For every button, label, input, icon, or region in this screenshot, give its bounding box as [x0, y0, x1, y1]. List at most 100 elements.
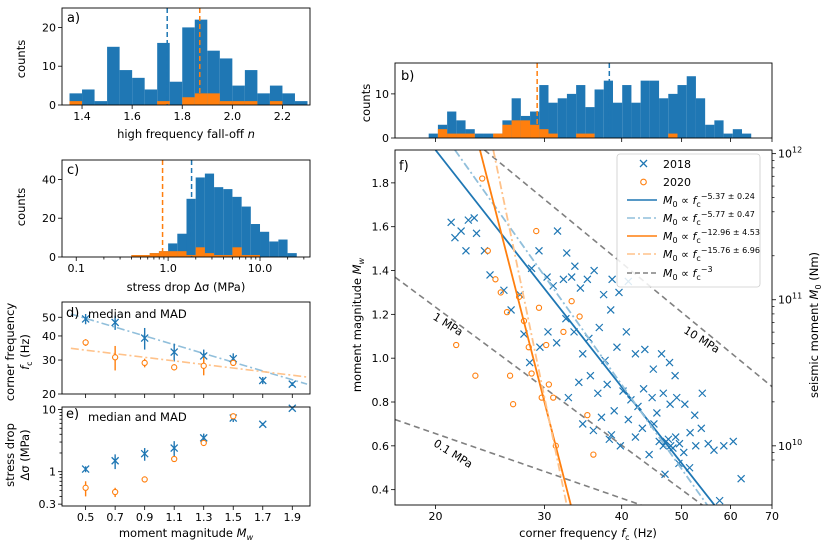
point-2020-8	[509, 401, 517, 408]
bar-2020-13	[232, 101, 245, 105]
bar-2018-13	[232, 85, 245, 105]
xtick-a-2.2-label: 2.2	[274, 110, 292, 123]
ylabel-b: counts	[359, 84, 373, 122]
point-2020-18	[550, 394, 557, 401]
bar-2018-26	[668, 93, 678, 138]
xlabel-f: corner frequency fc (Hz)	[519, 526, 657, 542]
point-2018-94	[578, 419, 587, 428]
point-2018-2	[140, 449, 149, 458]
point-2018-90	[715, 496, 724, 505]
axes-f	[394, 149, 773, 506]
point-2018-5	[470, 214, 479, 222]
bar-2018-11	[232, 196, 242, 257]
xtick-e-1.3-label: 1.3	[195, 511, 213, 524]
point-2020-17	[545, 381, 553, 388]
ref-line-0	[395, 418, 642, 505]
point-2020-2	[141, 476, 148, 483]
point-2020-22	[576, 313, 583, 320]
axes-b	[394, 62, 773, 139]
point-2020-3	[171, 455, 178, 463]
point-2018-69	[631, 433, 640, 441]
ytick-right-f-10-label: 1010	[778, 438, 802, 453]
bar-2018-9	[214, 187, 224, 257]
legend-entry-fit-2020: M0 ∝ fc−12.96 ± 4.53	[627, 228, 760, 245]
bar-2020-9	[214, 255, 224, 257]
xlabel-c: stress drop Δσ (MPa)	[127, 280, 246, 294]
bar-2020-14	[244, 101, 258, 105]
bar-2018-5	[177, 233, 187, 257]
bar-2018-6	[144, 89, 158, 105]
point-2020-21	[568, 298, 575, 305]
bar-2018-30	[705, 124, 715, 138]
point-2020-1	[111, 354, 119, 361]
bar-2020-2	[447, 133, 457, 138]
bar-2018-13	[548, 102, 558, 138]
ref-line-2	[483, 150, 772, 388]
bar-2020-12	[219, 101, 233, 105]
ytick-c-0-label: 0	[49, 251, 56, 264]
svg-text:corner frequency: corner frequency	[3, 303, 17, 402]
point-2018-22	[583, 275, 592, 284]
point-2018-33	[561, 314, 570, 323]
xtick-f-30-label: 30	[537, 510, 551, 523]
bar-2018-9	[182, 27, 195, 105]
bar-2018-21	[622, 85, 632, 138]
point-2018-44	[649, 365, 658, 374]
point-2018-17	[559, 275, 568, 284]
point-2018-41	[622, 327, 631, 336]
xtick-f-60-label: 60	[724, 510, 738, 523]
point-2018-95	[589, 426, 598, 435]
point-2018-85	[704, 439, 713, 448]
panel-label-e: e)	[66, 407, 79, 422]
point-2018-83	[691, 441, 700, 450]
ytick-d-20-label: 20	[42, 388, 56, 401]
point-2018-67	[616, 441, 625, 450]
bar-2020-16	[269, 101, 283, 105]
point-2018-89	[737, 474, 746, 483]
svg-text:M0 ∝ fc−3: M0 ∝ fc−3	[663, 265, 713, 282]
point-2020-1	[111, 488, 119, 496]
point-2018-79	[671, 433, 680, 441]
bar-2018-29	[695, 98, 706, 138]
point-2020-0	[82, 339, 89, 346]
ylabel-right-f: seismic moment M0 (Nm)	[807, 252, 823, 398]
bar-2018-5	[132, 77, 145, 105]
ytick-e-0.3-label: 0.3	[39, 498, 57, 511]
ytick-right-f-12-label: 1012	[778, 146, 802, 161]
bar-2018-12	[539, 85, 549, 138]
point-2020-2	[141, 359, 148, 367]
legend-entry-2020: 2020	[640, 176, 691, 189]
point-2020-5	[230, 413, 237, 420]
bar-2018-13	[250, 224, 261, 257]
bar-2018-25	[659, 98, 669, 138]
bar-2020-4	[168, 251, 178, 257]
xtick-f-20-label: 20	[429, 510, 443, 523]
ytick-f-1.6-label: 1.6	[372, 221, 390, 234]
point-2018-4	[199, 433, 208, 442]
xtick-f-70-label: 70	[765, 510, 779, 523]
bar-2018-15	[566, 93, 577, 138]
point-2018-10	[507, 306, 516, 314]
xtick-e-1.7-label: 1.7	[254, 511, 272, 524]
point-2018-57	[639, 384, 648, 393]
point-2018-20	[570, 262, 579, 271]
bar-2018-2	[447, 111, 457, 138]
point-2018-91	[661, 470, 669, 479]
bar-2020-9	[511, 120, 521, 138]
bar-2020-2	[149, 253, 159, 257]
point-2018-63	[680, 400, 689, 409]
point-2018-39	[606, 306, 615, 314]
point-2018-40	[613, 343, 621, 352]
ytick-a-20-label: 20	[42, 21, 56, 34]
bar-2018-34	[742, 133, 752, 138]
ytick-b-10-label: 10	[375, 88, 389, 101]
bar-2018-9	[511, 98, 521, 138]
xtick-a-1.8-label: 1.8	[173, 110, 191, 123]
bar-2018-4	[119, 70, 133, 105]
xtick-a-2.0-label: 2.0	[224, 110, 242, 123]
point-2020-2	[479, 175, 486, 182]
point-2020-3	[171, 364, 178, 371]
point-2018-43	[640, 345, 649, 354]
plot-area-f	[395, 150, 772, 505]
bar-2018-3	[456, 120, 466, 138]
